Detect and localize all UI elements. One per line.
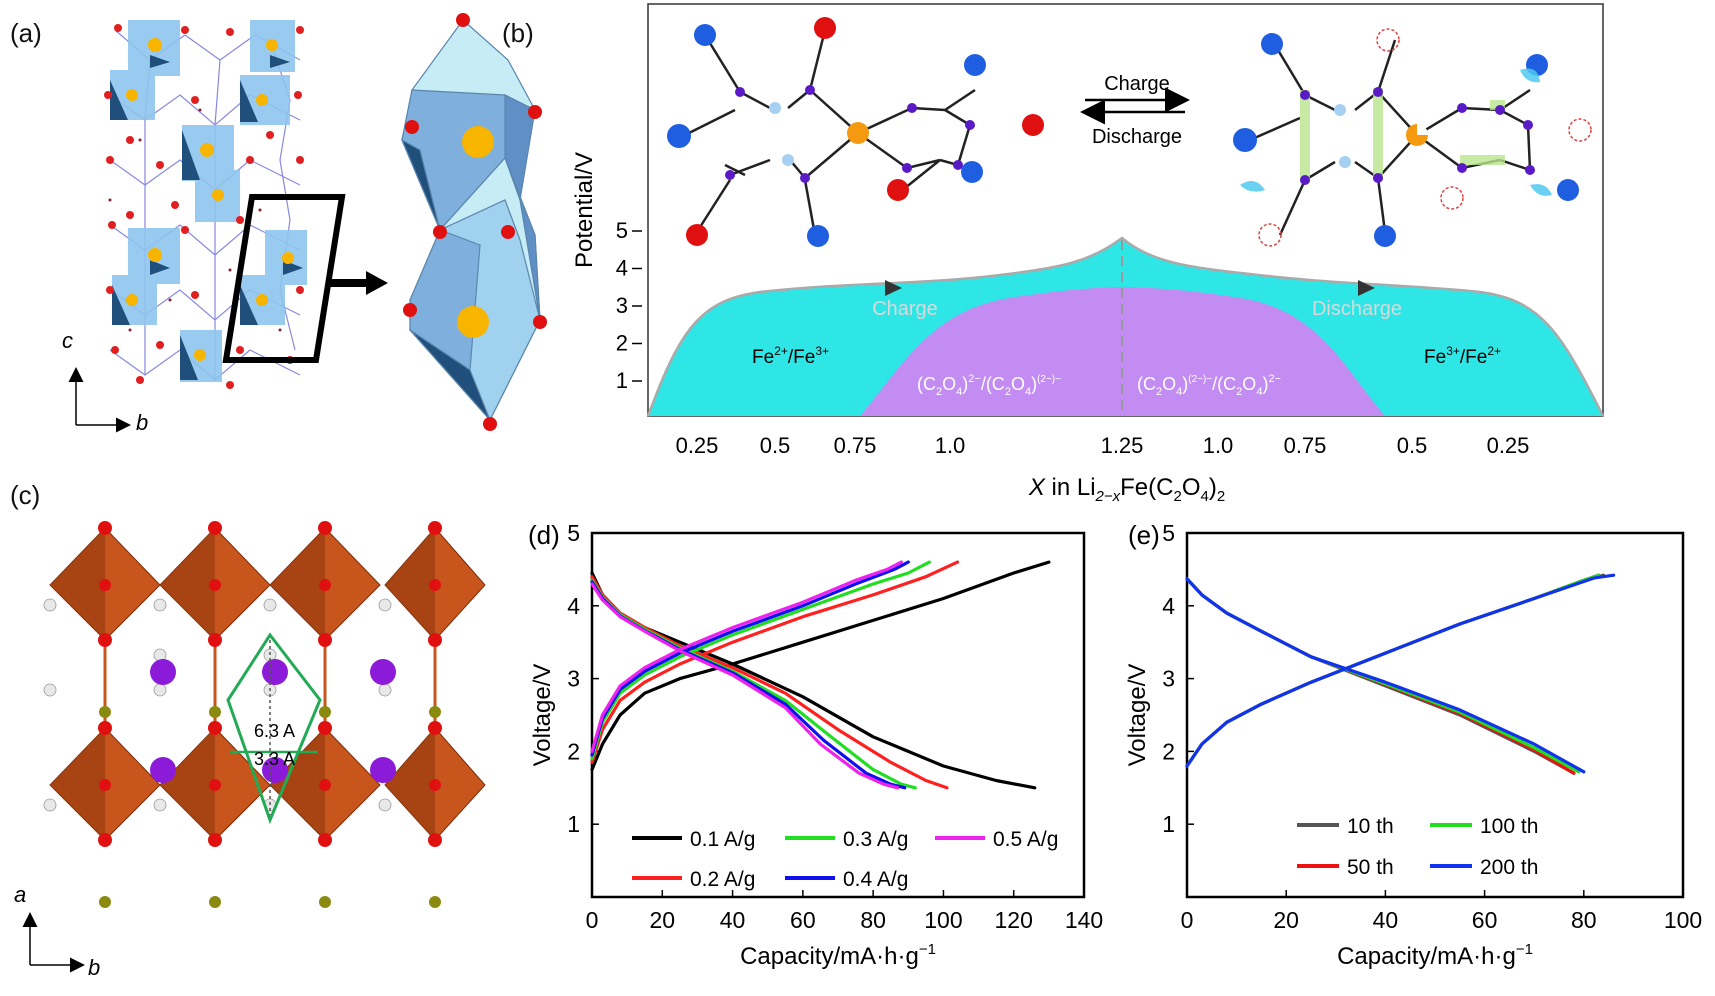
molecule-right <box>1233 28 1592 247</box>
panel-b <box>646 3 1605 417</box>
distance-1-label: 6.3 A <box>254 721 295 741</box>
series-charge-curve <box>590 560 903 753</box>
series-charge-curve <box>1185 573 1601 768</box>
x-tick-label: 140 <box>1065 907 1103 933</box>
y-tick-label: 2 <box>567 738 580 764</box>
panel-c-label: (c) <box>10 480 41 510</box>
x-tick-label: 100 <box>1664 907 1702 933</box>
b-xtick-label: 0.75 <box>1284 433 1327 458</box>
b-xtick-label: 0.25 <box>1487 433 1530 458</box>
series-charge-curve <box>590 560 910 757</box>
panel-a-structure <box>68 20 388 433</box>
panel-d-label: (d) <box>528 520 560 550</box>
panel-c-structure <box>22 521 486 973</box>
octahedra-o-atoms <box>403 13 547 431</box>
legend-label: 100 th <box>1480 815 1538 838</box>
y-tick-label: 3 <box>567 666 580 692</box>
chart-d: 0 20 40 60 80 100 120 140 1 2 3 4 5 Voltage/V Capacity… <box>529 520 1103 970</box>
panel-b-xticks: 0.25 0.5 0.75 1.0 1.25 1.0 0.75 0.5 0.25 <box>676 433 1530 458</box>
x-tick-label: 40 <box>1373 907 1399 933</box>
b-xtick-label: 0.5 <box>1397 433 1428 458</box>
y-tick-label: 1 <box>1162 811 1175 837</box>
series-discharge-curve <box>1185 577 1576 775</box>
y-tick-label: 5 <box>567 520 580 546</box>
b-xtick-label: 0.75 <box>834 433 877 458</box>
discharge-arrow-label: Discharge <box>1092 126 1182 148</box>
panel-b-ylabel: Potential/V <box>571 152 598 268</box>
y-tick-label: 5 <box>1162 520 1175 546</box>
panel-a-label: (a) <box>10 18 42 48</box>
x-tick-label: 20 <box>649 907 675 933</box>
legend-label: 0.3 A/g <box>843 828 908 851</box>
y-axis-label: Voltage/V <box>529 664 556 767</box>
x-tick-label: 60 <box>1472 907 1498 933</box>
panel-b-label: (b) <box>502 18 534 48</box>
distance-2-label: 3.3 A <box>254 749 295 769</box>
series-discharge-curve <box>1185 577 1586 774</box>
b-ytick-label: 4 <box>616 256 628 281</box>
legend-label: 10 th <box>1347 815 1394 838</box>
y-tick-label: 4 <box>567 593 580 619</box>
panel-e-label: (e) <box>1128 520 1160 550</box>
b-xtick-label: 1.0 <box>935 433 966 458</box>
b-ytick-label: 5 <box>616 218 628 243</box>
y-tick-label: 3 <box>1162 666 1175 692</box>
molecule-left <box>667 17 1044 247</box>
b-ytick-label: 1 <box>616 368 628 393</box>
x-tick-label: 80 <box>1571 907 1597 933</box>
legend-label: 50 th <box>1347 856 1394 879</box>
y-axis-label: Voltage/V <box>1124 664 1151 767</box>
legend-label: 0.5 A/g <box>993 828 1058 851</box>
x-tick-label: 60 <box>790 907 816 933</box>
x-tick-label: 40 <box>720 907 746 933</box>
y-tick-label: 4 <box>1162 593 1175 619</box>
x-tick-label: 100 <box>924 907 962 933</box>
y-tick-label: 2 <box>1162 738 1175 764</box>
b-xtick-label: 0.25 <box>676 433 719 458</box>
x-tick-label: 0 <box>586 907 599 933</box>
b-xtick-label: 1.25 <box>1101 433 1144 458</box>
axis-b-label-a: b <box>136 410 148 435</box>
octahedra-fe-atoms <box>457 126 494 338</box>
axis-a-label: a <box>14 882 26 907</box>
series-charge-curve <box>590 560 931 761</box>
charge-arrow-label: Charge <box>1104 73 1170 95</box>
series-charge-curve <box>590 560 960 764</box>
axis-c-label: c <box>62 328 73 353</box>
region-charge-label: Charge <box>872 298 938 320</box>
x-axis-label: Capacity/mA·h·g−1 <box>1337 941 1533 970</box>
x-tick-label: 0 <box>1181 907 1194 933</box>
x-tick-label: 80 <box>860 907 886 933</box>
x-axis-label: Capacity/mA·h·g−1 <box>740 941 936 970</box>
x-tick-label: 120 <box>995 907 1033 933</box>
plot-frame <box>590 531 1086 899</box>
legend-label: 200 th <box>1480 856 1538 879</box>
x-tick-label: 20 <box>1273 907 1299 933</box>
octahedra-zoom <box>400 19 541 422</box>
y-tick-label: 1 <box>567 811 580 837</box>
chart-e: 0 20 40 60 80 100 1 2 3 4 5 Voltage/V Capacity/mA·h·… <box>1124 520 1702 970</box>
panel-b-xlabel: X in Li2−xFe(C2O4)2 <box>1028 474 1225 505</box>
b-ytick-label: 2 <box>616 331 628 356</box>
axis-b-label-c: b <box>88 955 100 980</box>
series-charge-curve <box>1185 573 1601 768</box>
b-xtick-label: 1.0 <box>1203 433 1234 458</box>
oxalate-region <box>860 287 1385 416</box>
legend-label: 0.1 A/g <box>690 828 755 851</box>
region-discharge-label: Discharge <box>1312 298 1402 320</box>
panel-b-yticks: 1 2 3 4 5 <box>616 218 642 393</box>
b-ytick-label: 3 <box>616 293 628 318</box>
legend-label: 0.4 A/g <box>843 868 908 891</box>
legend-label: 0.2 A/g <box>690 868 755 891</box>
series-discharge-curve <box>590 582 900 790</box>
b-xtick-label: 0.5 <box>760 433 791 458</box>
series-charge-curve <box>1185 573 1606 768</box>
plot-frame <box>1185 531 1685 899</box>
series-charge-curve <box>1185 573 1616 768</box>
